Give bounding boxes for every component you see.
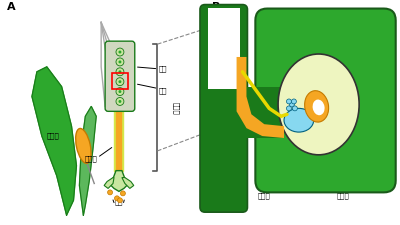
Bar	[240, 87, 284, 138]
FancyBboxPatch shape	[255, 9, 396, 192]
Circle shape	[118, 100, 122, 103]
Polygon shape	[122, 178, 134, 188]
Circle shape	[286, 106, 292, 111]
Polygon shape	[116, 108, 121, 171]
Polygon shape	[236, 57, 284, 138]
Circle shape	[116, 97, 124, 105]
Circle shape	[116, 68, 124, 76]
Circle shape	[118, 51, 122, 54]
Text: A: A	[7, 2, 16, 11]
Ellipse shape	[313, 99, 325, 115]
Text: 雄しべ: 雄しべ	[47, 133, 60, 139]
Circle shape	[292, 106, 297, 111]
Circle shape	[116, 58, 124, 66]
Text: 誘引物質: 誘引物質	[254, 110, 288, 175]
Circle shape	[118, 70, 122, 73]
Ellipse shape	[76, 128, 91, 163]
Text: 助細胞: 助細胞	[308, 130, 349, 199]
Polygon shape	[104, 178, 114, 188]
Text: B: B	[212, 2, 220, 11]
Ellipse shape	[278, 54, 359, 155]
Circle shape	[290, 102, 294, 107]
Text: 胚座: 胚座	[158, 65, 167, 72]
Polygon shape	[32, 67, 76, 215]
Circle shape	[286, 99, 292, 104]
Circle shape	[120, 191, 125, 196]
Text: 胚珠: 胚珠	[158, 87, 167, 94]
Circle shape	[108, 190, 112, 195]
Circle shape	[118, 61, 122, 63]
Text: 胚座: 胚座	[220, 187, 228, 194]
Text: 胚珠: 胚珠	[344, 39, 352, 45]
Polygon shape	[111, 171, 127, 191]
Ellipse shape	[305, 91, 329, 122]
Bar	[208, 8, 240, 89]
Ellipse shape	[284, 108, 314, 132]
Text: 花粉管: 花粉管	[247, 90, 270, 199]
Polygon shape	[114, 108, 123, 171]
Circle shape	[114, 196, 120, 201]
Circle shape	[116, 88, 124, 96]
Circle shape	[118, 90, 122, 93]
FancyBboxPatch shape	[200, 4, 248, 212]
Circle shape	[118, 198, 122, 203]
Text: 卵細胞: 卵細胞	[328, 118, 363, 179]
Polygon shape	[80, 106, 96, 215]
Circle shape	[292, 99, 296, 104]
Circle shape	[116, 48, 124, 56]
Circle shape	[116, 78, 124, 86]
Text: 花粉管: 花粉管	[84, 155, 97, 162]
Text: 花粉: 花粉	[115, 199, 123, 205]
FancyBboxPatch shape	[105, 41, 135, 111]
Text: 雌しべ: 雌しべ	[172, 102, 179, 115]
Circle shape	[118, 80, 122, 83]
Bar	[112, 73, 128, 89]
